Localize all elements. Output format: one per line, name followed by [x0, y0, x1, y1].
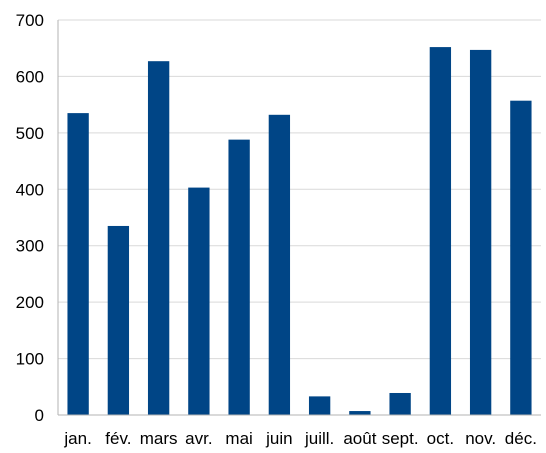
x-tick-label: nov. [465, 429, 496, 448]
y-axis-tick-labels: 0 100 200 300 400 500 600 700 [16, 11, 44, 425]
x-tick-label: sept. [382, 429, 419, 448]
bar-7 [349, 411, 370, 415]
y-tick-label: 500 [16, 124, 44, 143]
bar-8 [389, 393, 410, 415]
y-tick-label: 300 [16, 237, 44, 256]
bar-9 [430, 47, 451, 415]
y-tick-label: 400 [16, 180, 44, 199]
bar-0 [67, 113, 88, 415]
bar-5 [269, 115, 290, 415]
x-tick-label: juin [265, 429, 292, 448]
y-tick-label: 200 [16, 293, 44, 312]
y-tick-label: 100 [16, 350, 44, 369]
bar-10 [470, 50, 491, 415]
y-tick-label: 600 [16, 67, 44, 86]
bars [67, 47, 531, 415]
y-tick-label: 700 [16, 11, 44, 30]
x-tick-label: mai [225, 429, 252, 448]
bar-4 [228, 140, 249, 415]
x-tick-label: juill. [304, 429, 334, 448]
axes [58, 20, 541, 415]
y-tick-label: 0 [35, 406, 44, 425]
x-axis-tick-labels: jan. fév. mars avr. mai juin juill. août sept. oc… [63, 429, 537, 448]
bar-1 [108, 226, 129, 415]
bar-3 [188, 188, 209, 415]
x-tick-label: août [343, 429, 376, 448]
x-tick-label: fév. [105, 429, 131, 448]
grid-lines [58, 20, 541, 415]
x-tick-label: jan. [63, 429, 91, 448]
bar-6 [309, 396, 330, 415]
x-tick-label: avr. [185, 429, 212, 448]
bar-11 [510, 101, 531, 415]
bar-2 [148, 61, 169, 415]
x-tick-label: oct. [427, 429, 454, 448]
x-tick-label: déc. [505, 429, 537, 448]
x-tick-label: mars [140, 429, 178, 448]
